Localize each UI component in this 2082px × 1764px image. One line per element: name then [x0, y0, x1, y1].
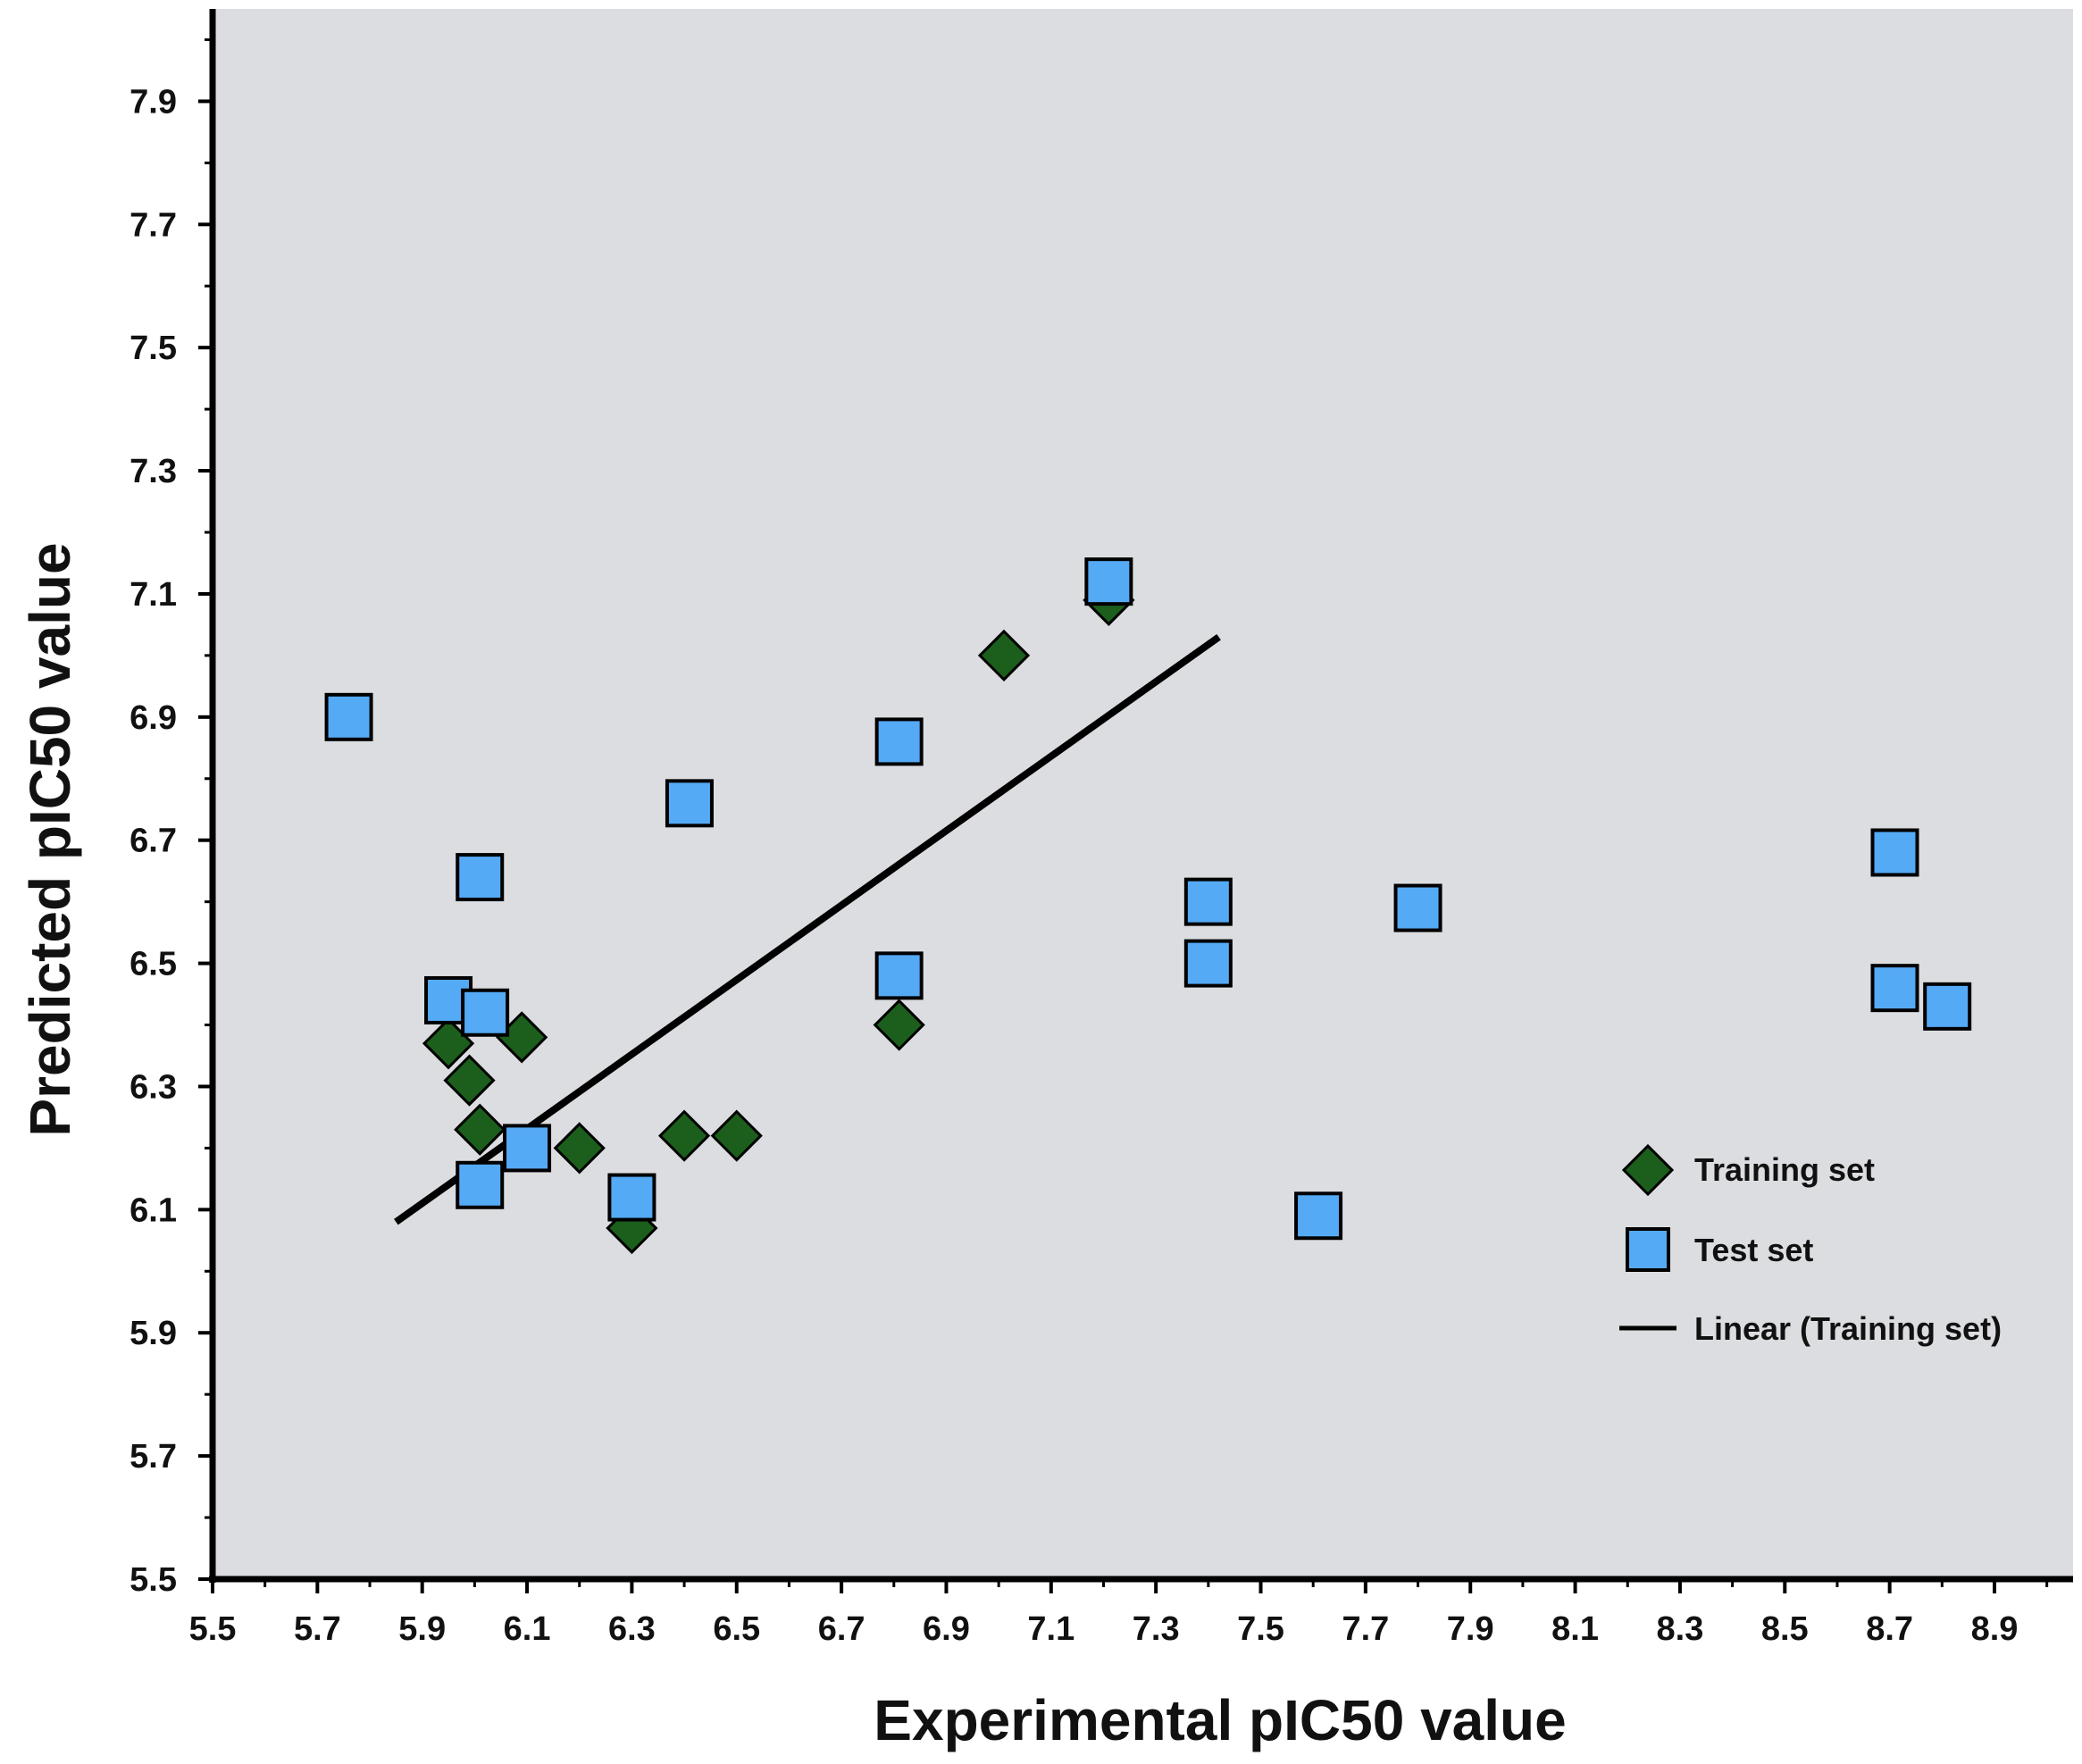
x-tick-label: 5.9 [398, 1610, 446, 1648]
training-point [977, 629, 1031, 682]
training-point [443, 1054, 496, 1107]
x-tick-label: 6.9 [923, 1610, 970, 1648]
x-tick-label: 8.5 [1761, 1610, 1809, 1648]
test-point [874, 717, 924, 766]
x-tick-label: 6.3 [608, 1610, 656, 1648]
legend-label-training: Training set [1694, 1151, 1875, 1188]
test-point [503, 1124, 552, 1173]
y-tick-label: 6.3 [130, 1068, 177, 1106]
test-point [456, 853, 505, 902]
y-tick-label: 7.7 [130, 206, 177, 244]
y-tick-label: 7.5 [130, 330, 177, 367]
x-tick-label: 8.9 [1971, 1610, 2019, 1648]
y-tick-label: 5.7 [130, 1438, 177, 1476]
x-tick-label: 7.3 [1133, 1610, 1180, 1648]
plot-background [213, 9, 2073, 1579]
test-point [1870, 964, 1919, 1013]
test-point [1870, 828, 1919, 877]
legend-marker-training [1621, 1143, 1675, 1197]
training-point [454, 1103, 506, 1156]
test-point [461, 988, 510, 1037]
test-point [1183, 877, 1233, 926]
y-tick-label: 7.9 [130, 83, 177, 121]
training-point [710, 1109, 763, 1162]
legend-marker-test [1626, 1227, 1670, 1272]
training-point [657, 1109, 711, 1162]
test-point [1294, 1191, 1343, 1241]
test-point [1393, 883, 1442, 932]
test-point [1183, 939, 1233, 988]
test-point [665, 779, 714, 828]
x-tick-label: 6.7 [818, 1610, 865, 1648]
training-point [553, 1122, 606, 1175]
x-tick-label: 7.7 [1342, 1610, 1389, 1648]
x-tick-label: 6.1 [504, 1610, 551, 1648]
x-tick-label: 7.9 [1447, 1610, 1494, 1648]
test-point [456, 1160, 505, 1209]
y-tick-label: 5.9 [130, 1315, 177, 1352]
y-tick-label: 5.5 [130, 1561, 177, 1599]
y-tick-label: 7.3 [130, 453, 177, 490]
x-tick-label: 6.5 [713, 1610, 760, 1648]
y-tick-label: 6.9 [130, 699, 177, 737]
x-tick-label: 5.7 [294, 1610, 341, 1648]
legend: Training set Test set Linear (Training s… [1619, 1143, 2002, 1347]
y-tick-label: 6.1 [130, 1191, 177, 1229]
x-tick-label: 8.1 [1551, 1610, 1599, 1648]
x-axis-title: Experimental pIC50 value [874, 1688, 1566, 1752]
test-point [1923, 982, 1972, 1031]
y-tick-label: 6.7 [130, 823, 177, 860]
test-point [874, 951, 924, 1000]
test-point [607, 1173, 656, 1222]
legend-label-linear: Linear (Training set) [1694, 1310, 2002, 1347]
legend-label-test: Test set [1694, 1232, 1813, 1268]
x-tick-label: 8.7 [1866, 1610, 1913, 1648]
y-tick-label: 6.5 [130, 946, 177, 983]
x-tick-label: 7.5 [1237, 1610, 1284, 1648]
training-point [873, 999, 925, 1051]
y-tick-label: 7.1 [130, 576, 177, 614]
test-point [324, 692, 373, 741]
test-point [1084, 557, 1133, 606]
x-tick-label: 7.1 [1027, 1610, 1074, 1648]
x-tick-label: 5.5 [189, 1610, 237, 1648]
y-axis-title: Predicted pIC50 value [18, 542, 82, 1136]
x-tick-label: 8.3 [1657, 1610, 1704, 1648]
